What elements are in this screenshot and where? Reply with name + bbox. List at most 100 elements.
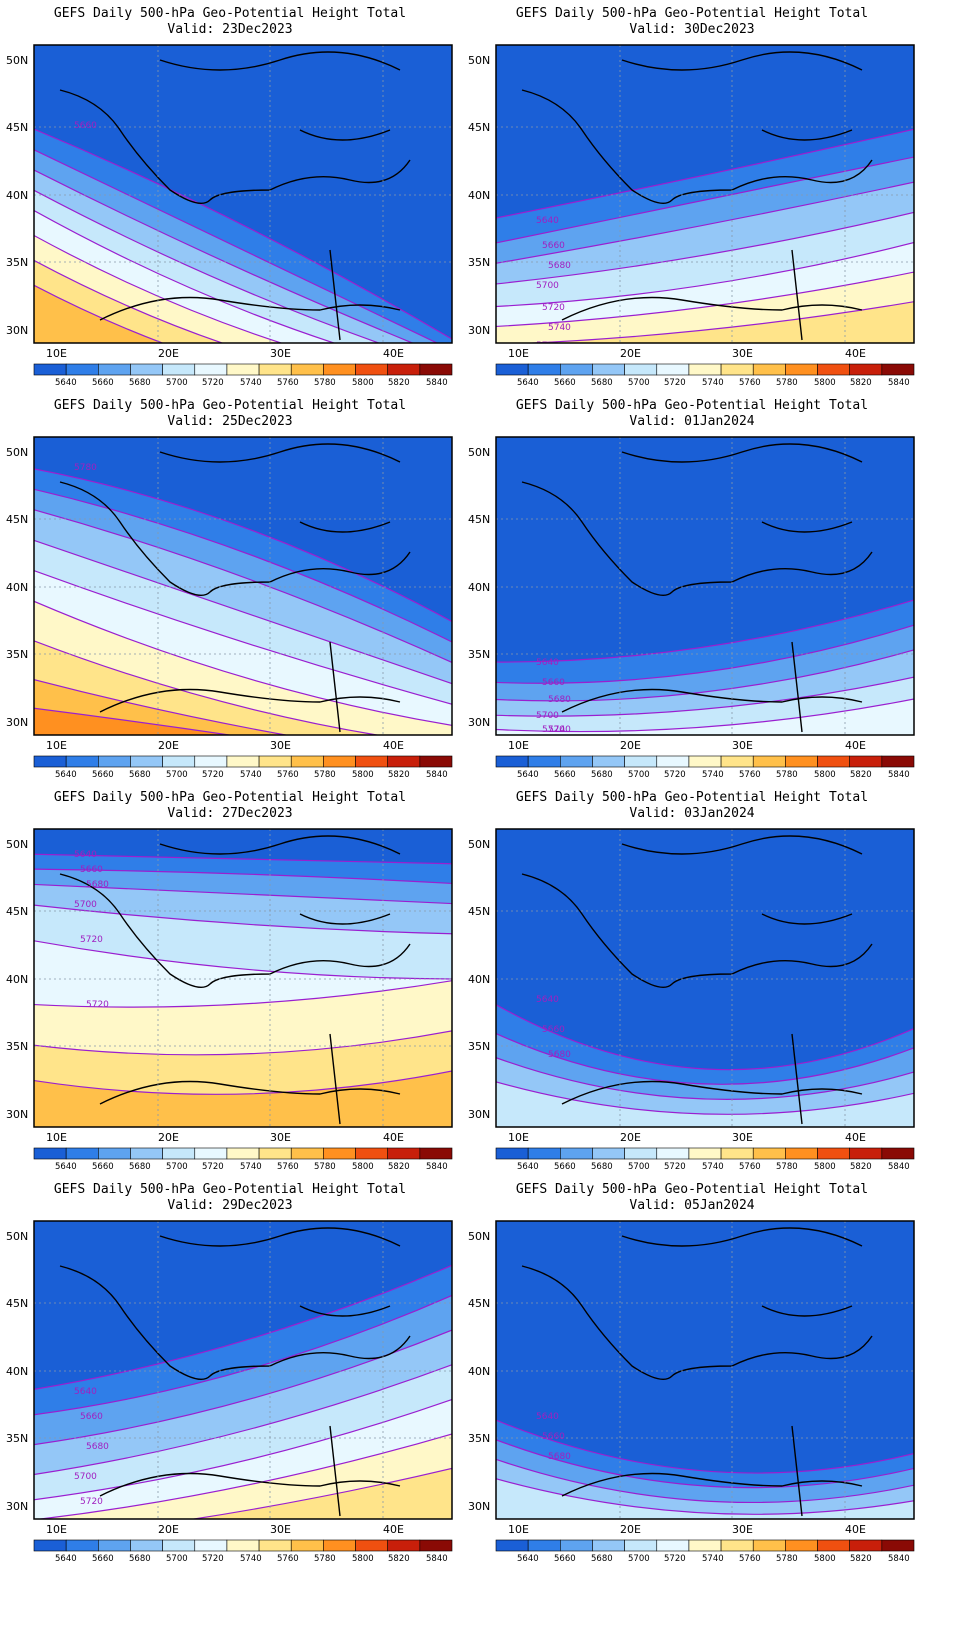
panel-title: GEFS Daily 500-hPa Geo-Potential Height … (53, 398, 407, 413)
colorbar-segment (65, 1539, 99, 1552)
lon-tick-label: 30E (732, 739, 753, 752)
colorbar-label: 5660 (554, 378, 576, 388)
lon-tick-label: 40E (383, 347, 404, 360)
colorbar-label: 5800 (814, 1554, 836, 1564)
contour-label: 5680 (548, 261, 571, 271)
colorbar-segment (387, 1539, 421, 1552)
lat-tick-label: 30N (6, 1500, 28, 1513)
colorbar-label: 5700 (628, 770, 650, 780)
contour-label: 5660 (542, 241, 565, 251)
lat-tick-label: 35N (6, 256, 28, 269)
lon-tick-label: 10E (46, 1523, 67, 1536)
contour-label: 5760 (536, 341, 559, 351)
coastline (521, 51, 873, 341)
colorbar-segment (592, 1147, 625, 1160)
panel-valid-date: Valid: 23Dec2023 (167, 22, 293, 37)
lat-tick-label: 50N (468, 446, 490, 459)
lon-tick-label: 20E (158, 1523, 179, 1536)
colorbar-segment (849, 1147, 883, 1160)
colorbar-label: 5700 (628, 378, 650, 388)
lat-tick-label: 40N (6, 973, 28, 986)
colorbar-segment (419, 755, 453, 768)
panel-valid-date: Valid: 01Jan2024 (629, 414, 755, 429)
colorbar-label: 5640 (55, 378, 77, 388)
lat-tick-label: 45N (468, 905, 490, 918)
colorbar-segment (752, 1539, 786, 1552)
contour-map: 5640 5660 5680 50N 45N 40N 35N 30N 10E 20E 30E 40E 5… (468, 1220, 915, 1564)
contour-label: 5700 (74, 900, 97, 910)
lat-tick-label: 30N (6, 716, 28, 729)
colorbar-segment (785, 363, 818, 376)
colorbar-segment (624, 363, 658, 376)
colorbar-segment (323, 1147, 356, 1160)
contour-label: 5640 (536, 1412, 559, 1422)
colorbar-segment (592, 1539, 625, 1552)
panel-title: GEFS Daily 500-hPa Geo-Potential Height … (515, 1182, 869, 1197)
colorbar-segment (881, 363, 915, 376)
colorbar-segment (290, 1147, 324, 1160)
colorbar-label: 5680 (129, 770, 151, 780)
colorbar-label: 5760 (277, 770, 299, 780)
lon-tick-label: 40E (845, 1523, 866, 1536)
colorbar-segment (656, 1147, 690, 1160)
contour-map: 5640 5660 5680 5700 5720 5720 50N 45N 40N 35N 30N 1… (6, 828, 453, 1172)
colorbar-segment (560, 1539, 593, 1552)
colorbar-segment (656, 755, 690, 768)
panel-title: GEFS Daily 500-hPa Geo-Potential Height … (53, 6, 407, 21)
colorbar-segment (752, 1147, 786, 1160)
map-panel: GEFS Daily 500-hPa Geo-Potential Height … (0, 784, 480, 1194)
colorbar-segment (258, 1539, 292, 1552)
coastline (521, 1227, 873, 1517)
coastline (59, 443, 411, 733)
colorbar-label: 5680 (591, 770, 613, 780)
colorbar-label: 5720 (202, 770, 224, 780)
colorbar-segment (226, 1147, 260, 1160)
colorbar-segment (33, 1147, 67, 1160)
colorbar-segment (849, 363, 883, 376)
colorbar-label: 5680 (129, 1162, 151, 1172)
colorbar-segment (817, 755, 850, 768)
contour-label: 5640 (74, 850, 97, 860)
panel-title: GEFS Daily 500-hPa Geo-Potential Height … (515, 6, 869, 21)
contour-map: 5780 50N 45N 40N 35N 30N 10E 20E 30E 40E 5640 5660 5… (6, 436, 453, 780)
colorbar-segment (688, 363, 722, 376)
map-panel: GEFS Daily 500-hPa Geo-Potential Height … (0, 0, 480, 410)
lon-tick-label: 10E (46, 739, 67, 752)
colorbar-label: 5720 (664, 378, 686, 388)
colorbar-segment (849, 1539, 883, 1552)
colorbar-label: 5800 (352, 1162, 374, 1172)
colorbar-label: 5760 (277, 1554, 299, 1564)
lon-tick-label: 30E (270, 739, 291, 752)
lon-tick-label: 40E (845, 347, 866, 360)
colorbar-label: 5780 (776, 1554, 798, 1564)
contour-label: 5660 (80, 865, 103, 875)
colorbar-label: 5640 (55, 770, 77, 780)
colorbar-segment (688, 1147, 722, 1160)
lat-tick-label: 45N (6, 513, 28, 526)
colorbar-segment (817, 363, 850, 376)
colorbar-label: 5740 (240, 378, 262, 388)
colorbar-segment (162, 1539, 196, 1552)
contour-label: 5640 (536, 216, 559, 226)
contour-label: 5660 (542, 1025, 565, 1035)
colorbar-label: 5760 (739, 1162, 761, 1172)
lat-tick-label: 35N (468, 648, 490, 661)
colorbar-segment (258, 755, 292, 768)
colorbar-segment (33, 363, 67, 376)
lat-tick-label: 35N (6, 1040, 28, 1053)
colorbar-segment (527, 755, 561, 768)
colorbar-segment (592, 363, 625, 376)
colorbar-label: 5820 (850, 1554, 872, 1564)
lon-tick-label: 30E (270, 1131, 291, 1144)
colorbar-label: 5840 (426, 770, 448, 780)
contour-label: 5660 (542, 1432, 565, 1442)
colorbar-segment (258, 363, 292, 376)
colorbar-segment (419, 1147, 453, 1160)
colorbar-segment (817, 1539, 850, 1552)
lon-tick-label: 40E (383, 1523, 404, 1536)
colorbar-segment (881, 1539, 915, 1552)
colorbar-segment (130, 363, 163, 376)
colorbar-label: 5680 (591, 1554, 613, 1564)
lon-tick-label: 20E (620, 1523, 641, 1536)
map-frame (495, 828, 915, 1128)
